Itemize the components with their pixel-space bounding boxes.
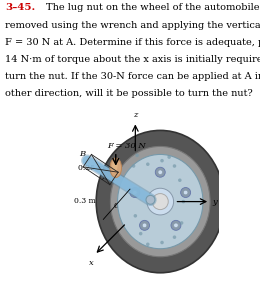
Text: B: B: [79, 150, 86, 158]
Circle shape: [167, 155, 171, 159]
Text: 3–45.: 3–45.: [5, 3, 35, 12]
Text: x: x: [88, 259, 93, 267]
Circle shape: [142, 223, 147, 228]
Circle shape: [135, 154, 139, 157]
Circle shape: [146, 243, 149, 246]
Text: The lug nut on the wheel of the automobile is to be: The lug nut on the wheel of the automobi…: [46, 3, 260, 12]
Text: turn the nut. If the 30-N force can be applied at A in any: turn the nut. If the 30-N force can be a…: [5, 72, 260, 81]
Text: 0.5 m: 0.5 m: [114, 202, 136, 210]
Text: F = 30 N at A. Determine if this force is adequate, provided: F = 30 N at A. Determine if this force i…: [5, 38, 260, 47]
Circle shape: [140, 220, 149, 230]
Text: F = 30 N: F = 30 N: [107, 142, 146, 150]
Circle shape: [180, 221, 183, 225]
Ellipse shape: [110, 146, 210, 257]
Text: other direction, will it be possible to turn the nut?: other direction, will it be possible to …: [5, 90, 253, 98]
Circle shape: [133, 190, 137, 195]
Circle shape: [130, 187, 140, 197]
Ellipse shape: [110, 158, 121, 178]
Circle shape: [146, 162, 149, 166]
Circle shape: [158, 170, 162, 174]
Text: 0.3 m: 0.3 m: [74, 197, 96, 205]
Circle shape: [171, 220, 181, 230]
Circle shape: [152, 194, 168, 210]
Text: 0.25 m: 0.25 m: [79, 164, 105, 172]
Circle shape: [139, 232, 142, 235]
Ellipse shape: [118, 154, 203, 249]
Text: removed using the wrench and applying the vertical force of: removed using the wrench and applying th…: [5, 20, 260, 30]
Circle shape: [183, 190, 188, 195]
Circle shape: [146, 195, 155, 204]
Circle shape: [155, 167, 165, 177]
Circle shape: [173, 164, 176, 168]
Ellipse shape: [96, 130, 224, 273]
Circle shape: [160, 241, 164, 244]
Circle shape: [181, 187, 191, 197]
Circle shape: [132, 164, 135, 168]
Circle shape: [173, 235, 176, 239]
Circle shape: [174, 223, 178, 228]
Text: A: A: [102, 174, 108, 182]
Circle shape: [178, 179, 181, 182]
Circle shape: [181, 200, 185, 203]
Text: 14 N·m of torque about the x axis is initially required to: 14 N·m of torque about the x axis is ini…: [5, 55, 260, 64]
Ellipse shape: [112, 161, 118, 171]
Text: y: y: [213, 197, 218, 205]
Circle shape: [134, 214, 137, 218]
Text: z: z: [133, 111, 138, 119]
Circle shape: [137, 187, 141, 191]
Circle shape: [147, 188, 174, 215]
Circle shape: [160, 159, 164, 162]
Text: •0.1 m: •0.1 m: [150, 234, 176, 242]
